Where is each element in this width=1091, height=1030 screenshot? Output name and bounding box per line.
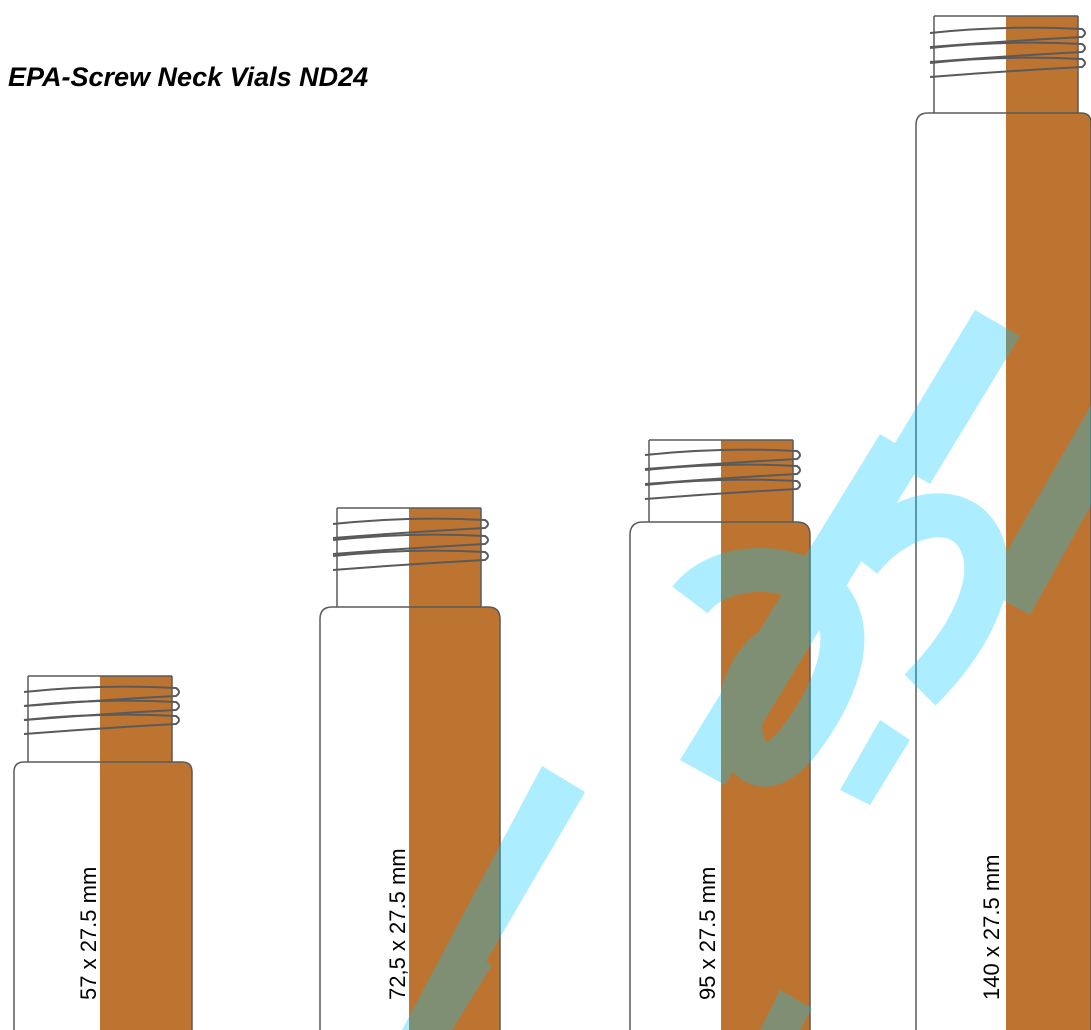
vial-label: 57 x 27.5 mm: [76, 867, 101, 1000]
vial-140mm: 140 x 27.5 mm: [915, 15, 1091, 1030]
vial-57mm: 57 x 27.5 mm: [13, 675, 193, 1030]
vial-72-5mm: 72,5 x 27.5 mm: [319, 507, 501, 1030]
page-title: EPA-Screw Neck Vials ND24: [8, 62, 369, 92]
vial-label: 140 x 27.5 mm: [979, 854, 1004, 1000]
vial-95mm: 95 x 27.5 mm: [629, 439, 811, 1030]
vial-label: 72,5 x 27.5 mm: [385, 848, 410, 1000]
vial-label: 95 x 27.5 mm: [695, 867, 720, 1000]
watermark-logo: [402, 310, 1091, 1030]
